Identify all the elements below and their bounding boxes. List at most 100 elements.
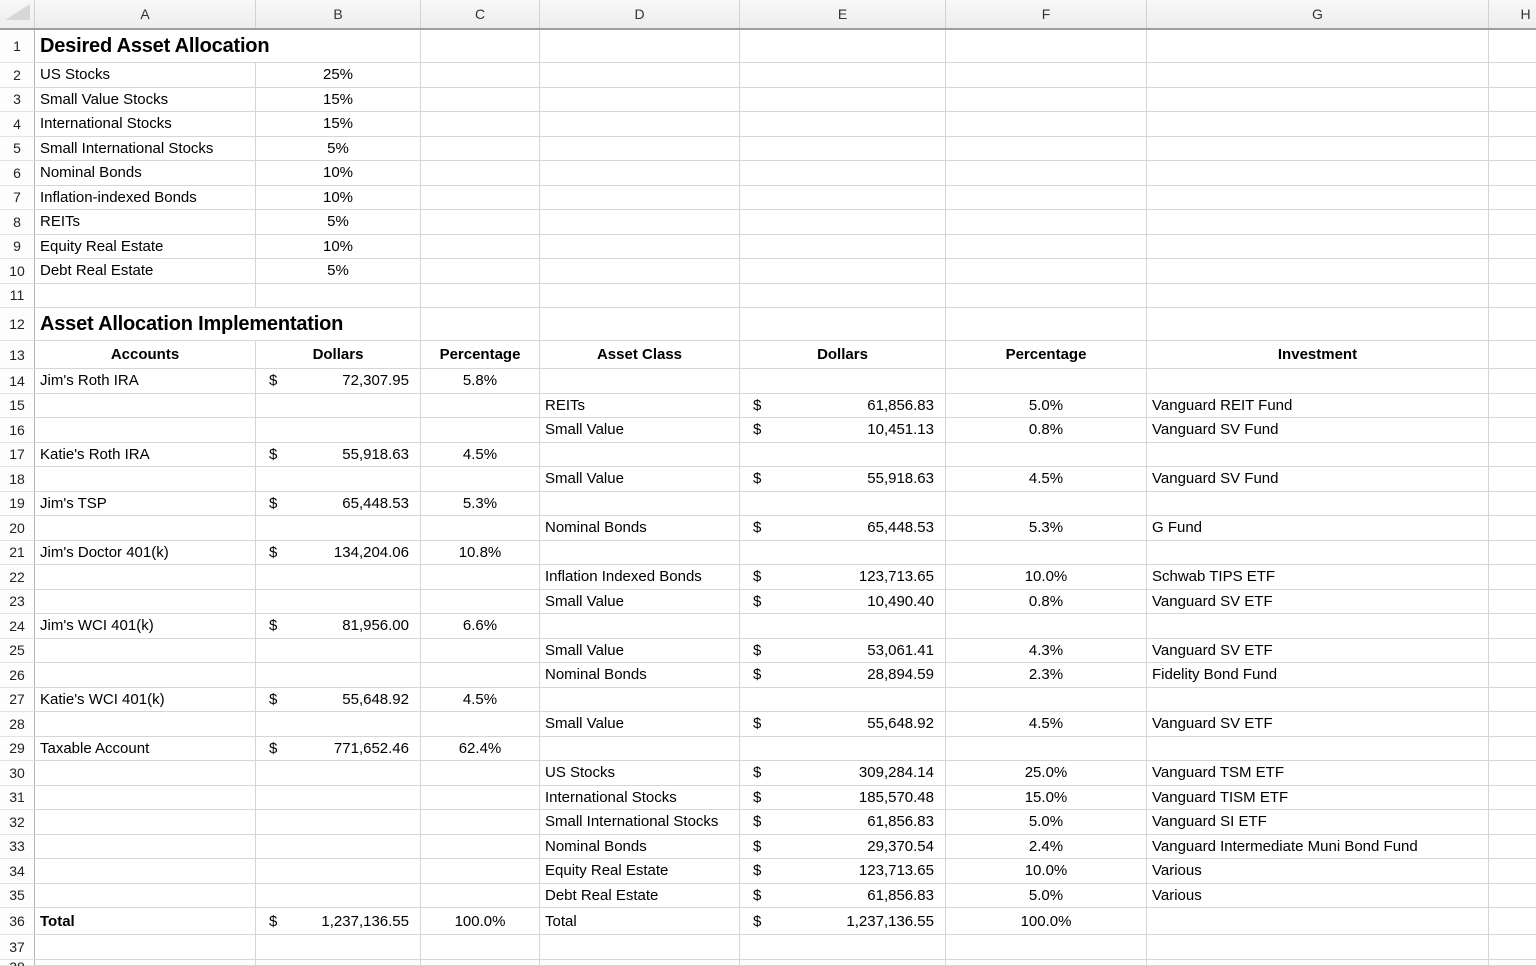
cell-G30[interactable]: Vanguard TSM ETF	[1147, 761, 1489, 786]
cell-H22[interactable]	[1489, 565, 1536, 590]
cell-F33[interactable]: 2.4%	[946, 834, 1147, 859]
cell-H1[interactable]	[1489, 30, 1536, 63]
cell-C22[interactable]	[421, 565, 540, 590]
cell-C31[interactable]	[421, 785, 540, 810]
cell-A4[interactable]: International Stocks	[35, 112, 256, 137]
cell-F26[interactable]: 2.3%	[946, 663, 1147, 688]
cell-G38[interactable]	[1147, 960, 1489, 966]
select-all-corner[interactable]	[0, 0, 35, 28]
cell-E27[interactable]	[740, 687, 946, 712]
cell-H31[interactable]	[1489, 786, 1536, 810]
cell-E17[interactable]	[740, 442, 946, 467]
cell-E7[interactable]	[740, 185, 946, 210]
row-header-6[interactable]: 6	[0, 161, 35, 186]
row-header-24[interactable]: 24	[0, 614, 35, 639]
cell-D4[interactable]	[540, 112, 740, 137]
row-header-5[interactable]: 5	[0, 136, 35, 161]
cell-H38[interactable]	[1489, 960, 1536, 966]
cell-E30[interactable]: $309,284.14	[740, 761, 946, 786]
cell-G32[interactable]: Vanguard SI ETF	[1147, 810, 1489, 835]
cell-D30[interactable]: US Stocks	[540, 761, 740, 786]
cell-F8[interactable]	[946, 210, 1147, 235]
cell-D27[interactable]	[540, 687, 740, 712]
cell-D16[interactable]: Small Value	[540, 418, 740, 443]
cell-B33[interactable]	[256, 834, 421, 859]
cell-E35[interactable]: $61,856.83	[740, 883, 946, 908]
cell-G27[interactable]	[1147, 687, 1489, 712]
row-header-31[interactable]: 31	[0, 785, 35, 810]
cell-H33[interactable]	[1489, 835, 1536, 859]
row-header-3[interactable]: 3	[0, 87, 35, 112]
cell-C16[interactable]	[421, 418, 540, 443]
cell-B17[interactable]: $55,918.63	[256, 442, 421, 467]
cell-A15[interactable]	[35, 393, 256, 418]
row-header-14[interactable]: 14	[0, 369, 35, 394]
cell-D17[interactable]	[540, 442, 740, 467]
cell-E8[interactable]	[740, 210, 946, 235]
cell-A2[interactable]: US Stocks	[35, 63, 256, 88]
cell-H32[interactable]	[1489, 810, 1536, 835]
cell-G18[interactable]: Vanguard SV Fund	[1147, 467, 1489, 492]
cell-F23[interactable]: 0.8%	[946, 589, 1147, 614]
cell-A36[interactable]: Total	[35, 908, 256, 935]
cell-D5[interactable]	[540, 136, 740, 161]
cell-F28[interactable]: 4.5%	[946, 712, 1147, 737]
cell-A28[interactable]	[35, 712, 256, 737]
cell-E1[interactable]	[740, 30, 946, 63]
cell-A18[interactable]	[35, 467, 256, 492]
cell-C28[interactable]	[421, 712, 540, 737]
cell-D18[interactable]: Small Value	[540, 467, 740, 492]
cell-E37[interactable]	[740, 935, 946, 960]
column-header-A[interactable]: A	[35, 0, 256, 28]
cell-C25[interactable]	[421, 638, 540, 663]
cell-E32[interactable]: $61,856.83	[740, 810, 946, 835]
cell-C29[interactable]: 62.4%	[421, 736, 540, 761]
cell-C27[interactable]: 4.5%	[421, 687, 540, 712]
cell-H16[interactable]	[1489, 418, 1536, 443]
row-header-18[interactable]: 18	[0, 467, 35, 492]
row-header-17[interactable]: 17	[0, 442, 35, 467]
cell-D32[interactable]: Small International Stocks	[540, 810, 740, 835]
cell-D34[interactable]: Equity Real Estate	[540, 859, 740, 884]
cell-E24[interactable]	[740, 614, 946, 639]
cell-E3[interactable]	[740, 87, 946, 112]
cell-F5[interactable]	[946, 136, 1147, 161]
cell-E4[interactable]	[740, 112, 946, 137]
column-header-H[interactable]: H	[1489, 0, 1536, 28]
cell-E36[interactable]: $1,237,136.55	[740, 908, 946, 935]
cell-B21[interactable]: $134,204.06	[256, 540, 421, 565]
cell-B5[interactable]: 5%	[256, 136, 421, 161]
cell-H3[interactable]	[1489, 88, 1536, 112]
column-header-G[interactable]: G	[1147, 0, 1489, 28]
cell-D19[interactable]	[540, 491, 740, 516]
cell-E31[interactable]: $185,570.48	[740, 785, 946, 810]
row-header-21[interactable]: 21	[0, 540, 35, 565]
cell-E29[interactable]	[740, 736, 946, 761]
cell-C14[interactable]: 5.8%	[421, 369, 540, 394]
cell-B9[interactable]: 10%	[256, 234, 421, 259]
cell-H18[interactable]	[1489, 467, 1536, 492]
cell-G1[interactable]	[1147, 30, 1489, 63]
cell-F1[interactable]	[946, 30, 1147, 63]
cell-F36[interactable]: 100.0%	[946, 908, 1147, 935]
cell-E28[interactable]: $55,648.92	[740, 712, 946, 737]
cell-H11[interactable]	[1489, 284, 1536, 308]
cell-D10[interactable]	[540, 259, 740, 284]
cell-A6[interactable]: Nominal Bonds	[35, 161, 256, 186]
row-header-2[interactable]: 2	[0, 63, 35, 88]
cell-A30[interactable]	[35, 761, 256, 786]
cell-D9[interactable]	[540, 234, 740, 259]
cell-C32[interactable]	[421, 810, 540, 835]
cell-E20[interactable]: $65,448.53	[740, 516, 946, 541]
cell-F25[interactable]: 4.3%	[946, 638, 1147, 663]
cell-C11[interactable]	[421, 283, 540, 308]
cell-F7[interactable]	[946, 185, 1147, 210]
cell-B37[interactable]	[256, 935, 421, 960]
cell-C3[interactable]	[421, 87, 540, 112]
row-header-23[interactable]: 23	[0, 589, 35, 614]
cell-G17[interactable]	[1147, 442, 1489, 467]
cell-H7[interactable]	[1489, 186, 1536, 210]
cell-G20[interactable]: G Fund	[1147, 516, 1489, 541]
cell-C33[interactable]	[421, 834, 540, 859]
row-header-26[interactable]: 26	[0, 663, 35, 688]
